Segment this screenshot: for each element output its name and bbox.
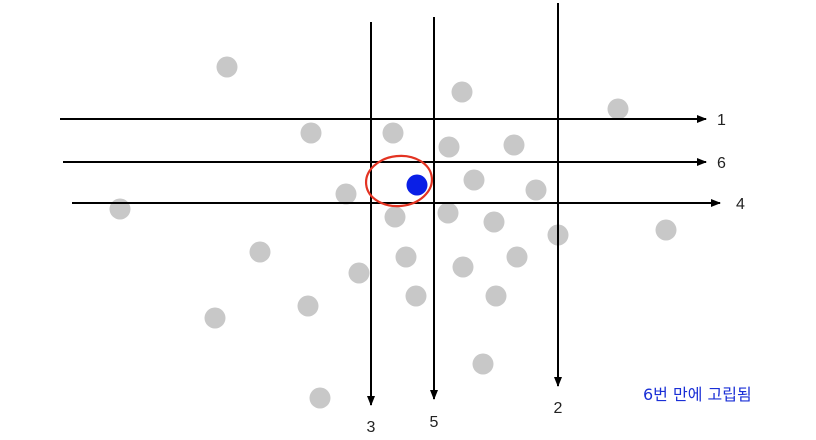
data-point bbox=[348, 262, 370, 284]
data-point bbox=[216, 56, 238, 78]
split-line-label-3: 3 bbox=[367, 419, 376, 436]
data-point bbox=[472, 353, 494, 375]
data-point bbox=[395, 246, 417, 268]
split-line-label-5: 5 bbox=[430, 414, 439, 431]
data-point bbox=[335, 183, 357, 205]
data-point bbox=[525, 179, 547, 201]
split-line-label-4: 4 bbox=[736, 196, 745, 213]
data-point bbox=[463, 169, 485, 191]
data-point bbox=[249, 241, 271, 263]
caption-text: 6번 만에 고립됨 bbox=[643, 385, 752, 404]
split-line-label-6: 6 bbox=[717, 155, 726, 172]
data-point bbox=[405, 285, 427, 307]
data-point bbox=[384, 206, 406, 228]
data-point bbox=[109, 198, 131, 220]
data-point bbox=[438, 136, 460, 158]
data-point bbox=[309, 387, 331, 409]
data-point bbox=[451, 81, 473, 103]
data-point bbox=[382, 122, 404, 144]
data-point bbox=[300, 122, 322, 144]
split-lines bbox=[60, 3, 721, 406]
split-line-label-2: 2 bbox=[554, 400, 563, 417]
isolated-point bbox=[406, 174, 428, 196]
data-points bbox=[109, 56, 677, 409]
data-point bbox=[297, 295, 319, 317]
data-point bbox=[506, 246, 528, 268]
split-line-label-1: 1 bbox=[717, 112, 726, 129]
data-point bbox=[485, 285, 507, 307]
data-point bbox=[607, 98, 629, 120]
data-point bbox=[655, 219, 677, 241]
data-point bbox=[437, 202, 459, 224]
data-point bbox=[452, 256, 474, 278]
split-line-labels: 1 6 4 3 5 2 bbox=[367, 112, 745, 436]
isolation-highlight-circle bbox=[364, 154, 434, 208]
data-point bbox=[503, 134, 525, 156]
data-point bbox=[204, 307, 226, 329]
data-point bbox=[483, 211, 505, 233]
